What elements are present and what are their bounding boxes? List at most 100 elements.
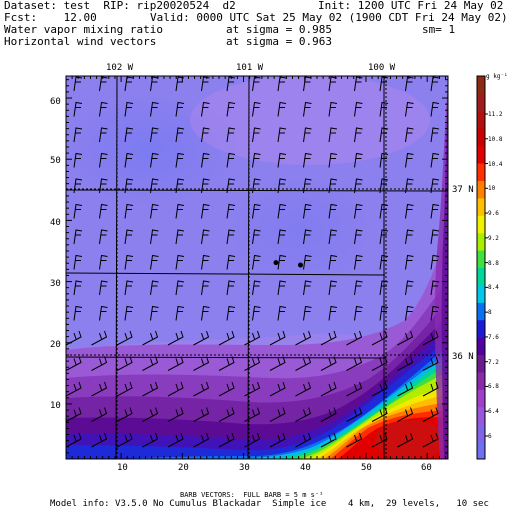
wind-barb	[354, 229, 363, 245]
colorbar-segment	[477, 250, 485, 268]
wind-barb	[175, 280, 185, 296]
wind-barb	[201, 254, 210, 270]
wind-barb	[397, 432, 414, 448]
colorbar-label: 11.2	[488, 111, 503, 118]
wind-barb	[295, 407, 312, 422]
wind-barb	[303, 305, 312, 321]
wind-barb	[226, 203, 236, 219]
field1-name: Water vapor mixing ratio	[4, 23, 163, 36]
wind-barb	[124, 229, 134, 245]
wind-barb	[303, 152, 312, 168]
wind-barb	[73, 203, 83, 219]
wind-barb	[116, 356, 133, 371]
wind-barb	[226, 127, 236, 143]
colorbar-label: 9.6	[488, 210, 499, 218]
wind-barb	[226, 76, 236, 92]
wind-barb	[430, 178, 440, 194]
colorbar-unit-label: g kg⁻¹	[486, 73, 508, 80]
y-tick-label: 30	[50, 279, 61, 289]
wind-barb	[150, 280, 159, 296]
wind-barb	[226, 305, 236, 321]
wind-barb	[252, 280, 261, 296]
wind-barb	[226, 152, 236, 168]
colorbar-segment	[477, 441, 485, 460]
wind-barb	[66, 432, 82, 448]
wind-barb	[124, 305, 134, 321]
wind-barb	[354, 203, 363, 219]
wind-barb	[320, 407, 337, 422]
wind-barb	[252, 203, 261, 219]
wind-barb	[99, 280, 108, 296]
colorbar-segment	[477, 424, 485, 443]
wind-barb	[66, 356, 82, 371]
wind-barb	[99, 152, 108, 168]
wind-barb	[150, 305, 159, 321]
wind-barb	[124, 254, 134, 270]
wind-barb	[303, 101, 312, 117]
wind-barb	[99, 76, 108, 92]
wind-barb	[320, 381, 337, 397]
lat-label-37n: 37 N	[452, 185, 474, 195]
wind-barb	[277, 178, 287, 194]
wind-barb	[175, 229, 185, 245]
colorbar-label: 6	[488, 433, 492, 440]
wind-barb	[354, 305, 363, 321]
wind-barb	[142, 407, 159, 422]
wind-barb	[328, 229, 338, 245]
wind-barb	[201, 152, 210, 168]
barb-vectors-label: BARB VECTORS: FULL BARB = 5 m s⁻¹	[180, 491, 324, 499]
wind-barb	[354, 101, 363, 117]
wind-barb	[73, 254, 83, 270]
wind-barb	[328, 127, 338, 143]
wind-barb	[150, 76, 159, 92]
colorbar-label: 10.8	[488, 135, 503, 143]
colorbar-segment	[477, 302, 485, 321]
valid-time-label: Valid: 0000 UTC Sat 25 May 02 (1900 CDT …	[150, 11, 508, 24]
wind-barb	[167, 407, 184, 422]
colorbar-segment	[477, 197, 485, 216]
colorbar-segment	[477, 284, 485, 303]
x-tick-label: 60	[421, 463, 432, 473]
wind-barb	[397, 356, 414, 371]
wind-barb	[405, 280, 414, 296]
init-time-label: Init: 1200 UTC Fri 24 May 02	[318, 0, 504, 12]
wind-barb	[244, 330, 261, 346]
wind-barb	[303, 254, 312, 270]
colorbar-label: 7.2	[488, 358, 499, 366]
wind-barb	[99, 305, 108, 321]
wind-barb	[218, 356, 235, 371]
colorbar-label: 10	[488, 185, 496, 193]
wind-barb	[73, 76, 83, 92]
wind-barb	[354, 280, 363, 296]
lon-label-102w: 102 W	[106, 63, 134, 73]
wind-barb	[193, 330, 210, 346]
wind-barb	[303, 76, 312, 92]
wind-barb	[405, 127, 414, 143]
wind-barb	[73, 229, 83, 245]
wind-barb	[295, 356, 312, 371]
wind-barb	[167, 356, 184, 371]
wind-barb	[99, 178, 108, 194]
wind-barb	[193, 407, 210, 422]
wind-barb	[91, 356, 108, 371]
wind-barb	[320, 356, 337, 371]
wind-barb	[142, 330, 159, 346]
colorbar-segment	[477, 406, 485, 425]
wind-barb	[354, 178, 363, 194]
colorbar-label: 8.8	[488, 259, 499, 267]
wind-barb	[193, 356, 210, 371]
wind-barb	[422, 381, 439, 397]
wind-barb	[73, 101, 83, 117]
wind-barb	[99, 101, 108, 117]
wind-barb	[303, 203, 312, 219]
wind-barb	[150, 101, 159, 117]
wind-barbs	[66, 76, 440, 448]
wind-barb	[328, 254, 338, 270]
wind-barb	[244, 407, 261, 422]
wind-barb	[252, 127, 261, 143]
wind-barb	[405, 203, 414, 219]
x-tick-label: 40	[300, 463, 311, 473]
wind-barb	[252, 254, 261, 270]
wind-barb	[252, 152, 261, 168]
wind-barb	[66, 407, 82, 422]
